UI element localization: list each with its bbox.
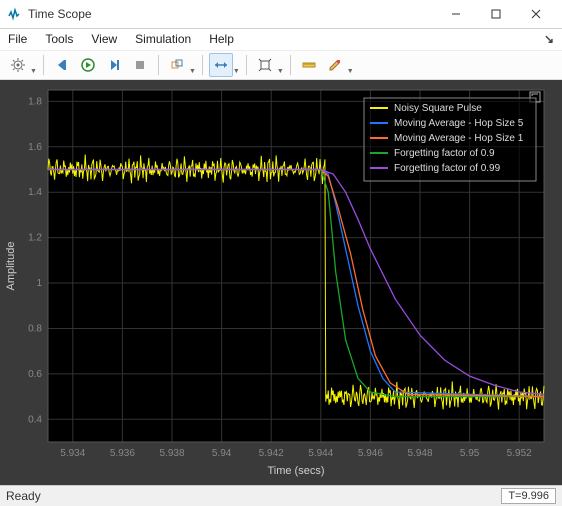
svg-text:5.952: 5.952 <box>507 448 532 459</box>
svg-text:Forgetting factor of 0.99: Forgetting factor of 0.99 <box>394 163 501 174</box>
svg-text:0.6: 0.6 <box>28 368 42 379</box>
menubar-overflow-icon[interactable]: ↘ <box>544 32 554 46</box>
status-text: Ready <box>6 489 41 503</box>
autoscale-button[interactable] <box>253 53 277 77</box>
dropdown-icon[interactable]: ▼ <box>233 68 240 79</box>
svg-text:1.8: 1.8 <box>28 96 42 107</box>
toolbar-separator <box>158 55 159 75</box>
minimize-button[interactable] <box>436 0 476 28</box>
time-indicator: T=9.996 <box>501 488 556 504</box>
settings-button[interactable] <box>6 53 30 77</box>
svg-text:5.946: 5.946 <box>358 448 383 459</box>
dropdown-icon[interactable]: ▼ <box>277 68 284 79</box>
svg-text:Moving Average - Hop Size 5: Moving Average - Hop Size 5 <box>394 118 524 129</box>
svg-text:5.944: 5.944 <box>308 448 333 459</box>
close-button[interactable] <box>516 0 556 28</box>
toolbar-separator <box>43 55 44 75</box>
svg-text:Time (secs): Time (secs) <box>267 465 324 477</box>
svg-text:1: 1 <box>36 278 42 289</box>
window-title: Time Scope <box>28 7 436 21</box>
stop-button[interactable] <box>128 53 152 77</box>
menu-simulation[interactable]: Simulation <box>135 32 191 46</box>
step-forward-button[interactable] <box>102 53 126 77</box>
svg-text:Noisy Square Pulse: Noisy Square Pulse <box>394 103 482 114</box>
svg-text:5.942: 5.942 <box>259 448 284 459</box>
step-back-button[interactable] <box>50 53 74 77</box>
svg-text:5.934: 5.934 <box>60 448 85 459</box>
app-icon <box>6 6 22 22</box>
dropdown-icon[interactable]: ▼ <box>189 68 196 79</box>
svg-text:5.948: 5.948 <box>407 448 432 459</box>
statusbar: Ready T=9.996 <box>0 485 562 506</box>
svg-text:Moving Average - Hop Size 1: Moving Average - Hop Size 1 <box>394 133 524 144</box>
svg-text:0.8: 0.8 <box>28 323 42 334</box>
svg-text:Forgetting factor of 0.9: Forgetting factor of 0.9 <box>394 148 495 159</box>
edit-button[interactable] <box>323 53 347 77</box>
plot-area[interactable]: 5.934 5.936 5.938 5.94 5.942 5.944 5.946 5.948 5… <box>0 80 562 485</box>
svg-text:5.938: 5.938 <box>159 448 184 459</box>
svg-text:5.95: 5.95 <box>460 448 480 459</box>
plot-canvas: 5.934 5.936 5.938 5.94 5.942 5.944 5.946 5.948 5… <box>0 80 562 482</box>
dropdown-icon[interactable]: ▼ <box>30 68 37 79</box>
svg-text:1.2: 1.2 <box>28 232 42 243</box>
svg-text:1.6: 1.6 <box>28 141 42 152</box>
svg-text:5.94: 5.94 <box>212 448 232 459</box>
toolbar-separator <box>202 55 203 75</box>
dropdown-icon[interactable]: ▼ <box>347 68 354 79</box>
toolbar: ▼ ▼ ▼ ▼ ▼ <box>0 51 562 80</box>
run-button[interactable] <box>76 53 100 77</box>
measure-button[interactable] <box>297 53 321 77</box>
titlebar: Time Scope <box>0 0 562 29</box>
svg-text:5.936: 5.936 <box>110 448 135 459</box>
menu-help[interactable]: Help <box>209 32 234 46</box>
menu-tools[interactable]: Tools <box>45 32 73 46</box>
svg-text:0.4: 0.4 <box>28 414 42 425</box>
menu-file[interactable]: File <box>8 32 27 46</box>
menubar: File Tools View Simulation Help ↘ <box>0 29 562 50</box>
toolbar-separator <box>246 55 247 75</box>
highlight-button[interactable] <box>165 53 189 77</box>
svg-text:1.4: 1.4 <box>28 187 42 198</box>
zoom-x-button[interactable] <box>209 53 233 77</box>
maximize-button[interactable] <box>476 0 516 28</box>
svg-text:Amplitude: Amplitude <box>5 241 17 290</box>
menu-view[interactable]: View <box>91 32 117 46</box>
toolbar-separator <box>290 55 291 75</box>
